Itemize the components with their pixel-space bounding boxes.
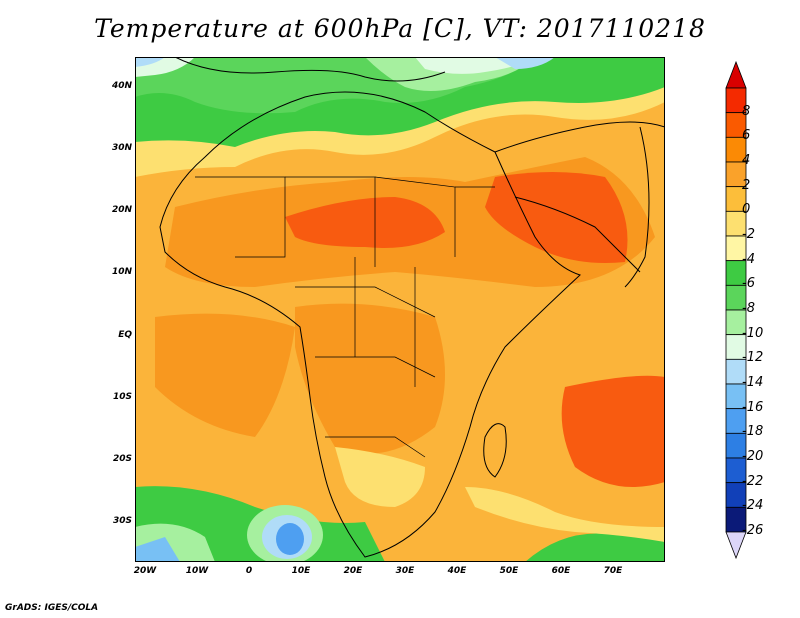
lon-label-60e: 60E: [551, 566, 571, 576]
lat-label-20n: 20N: [111, 205, 132, 215]
colorbar-label: -24: [742, 498, 764, 514]
south-africa-yellow: [335, 447, 425, 507]
atlantic-colder-area: [135, 57, 165, 67]
black-sea-cold-area: [495, 57, 555, 69]
lon-label-30e: 30E: [395, 566, 415, 576]
colorbar-label: -26: [742, 523, 764, 538]
colorbar-label: -10: [742, 325, 764, 341]
lon-label-50e: 50E: [499, 566, 519, 576]
cape-cold-core: [276, 523, 304, 555]
europe-coastline: [174, 57, 446, 82]
colorbar-label: 8: [742, 103, 751, 119]
lon-label-20e: 20E: [343, 566, 363, 576]
lon-label-40e: 40E: [447, 566, 467, 576]
colorbar-label: 0: [742, 202, 751, 218]
colorbar-label: -6: [742, 276, 755, 292]
colorbar-label: -4: [742, 251, 755, 267]
lat-label-40n: 40N: [111, 81, 132, 91]
madagascar-coastline: [483, 423, 507, 478]
southeast-cool-region: [525, 533, 665, 562]
lat-label-10n: 10N: [111, 267, 132, 277]
indian-ocean-hot-core: [561, 375, 665, 487]
lat-label-30s: 30S: [112, 516, 132, 526]
colorbar-label: -18: [742, 424, 764, 440]
sahara-hot-core: [285, 197, 445, 248]
colorbar-bottom-cap: [725, 531, 747, 560]
country-borders: [195, 176, 495, 458]
atlantic-warm-patch: [155, 313, 295, 437]
lon-label-20w: 20W: [133, 566, 157, 576]
lon-label-10w: 10W: [185, 566, 209, 576]
colorbar-label: 4: [742, 153, 751, 168]
southwest-coldest-core: [135, 537, 180, 562]
lon-label-0: 0: [245, 566, 253, 576]
lon-label-70e: 70E: [603, 566, 623, 576]
colorbar-label: -22: [742, 473, 764, 489]
colorbar-top-cap: [725, 60, 747, 89]
colorbar-label: -14: [742, 375, 764, 390]
temperature-map: [135, 57, 665, 562]
africa-coastline: [159, 91, 581, 558]
coastlines: [159, 57, 665, 558]
colorbar-label: -12: [742, 350, 764, 366]
asia-coastline: [494, 121, 665, 153]
colorbar-label: -2: [742, 227, 755, 242]
colorbar-label: 2: [742, 177, 751, 193]
colorbar-cells: [725, 60, 747, 560]
colorbar: [725, 60, 747, 560]
map-canvas: [135, 57, 665, 562]
colorbar-label: -16: [742, 399, 764, 415]
arabia-hot-core: [485, 172, 628, 263]
lat-label-10s: 10S: [112, 392, 132, 402]
central-africa-warm: [295, 303, 445, 454]
lat-label-eq: EQ: [118, 330, 132, 340]
lat-label-20s: 20S: [112, 454, 132, 464]
lon-label-10e: 10E: [291, 566, 311, 576]
southeast-yellow-band: [465, 487, 665, 542]
colorbar-label: -8: [742, 301, 755, 316]
arabia-coastline: [514, 196, 641, 273]
colorbar-label: 6: [742, 128, 751, 144]
map-title: Temperature at 600hPa [C], VT: 201711021…: [94, 14, 706, 43]
india-coastline: [624, 126, 650, 288]
grads-credit: GrADS: IGES/COLA: [5, 603, 99, 613]
colorbar-label: -20: [742, 449, 764, 464]
lat-label-30n: 30N: [111, 143, 132, 153]
